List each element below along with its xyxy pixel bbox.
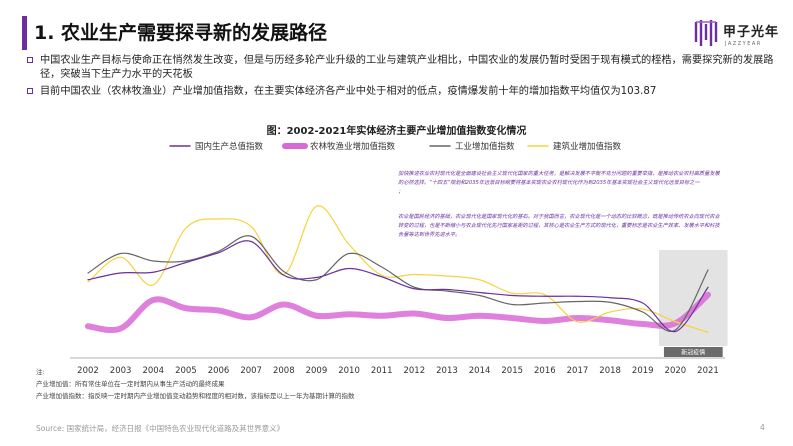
x-tick-label: 2005 <box>175 366 197 376</box>
x-tick-label: 2018 <box>599 366 621 376</box>
annotation-text: 农业是国民经济的基础，农业现代化是国家现代化的基石。对于我国而言，农业现代化是一… <box>398 213 720 220</box>
bullet-item: 中国农业生产目标与使命正在悄然发生改变，但是与历经多轮产业升级的工业与建筑产业相… <box>26 54 778 81</box>
bullet-item: 目前中国农业（农林牧渔业）产业增加值指数，在主要实体经济各产业中处于相对的低点，… <box>26 85 778 99</box>
note-line: 产业增加值：所有常住单位在一定时期内从事生产活动的最终成果 <box>36 380 225 388</box>
annotation-text: 含量等达到世界先进水平。 <box>398 231 460 238</box>
notes-title: 注: <box>36 368 45 376</box>
x-tick-label: 2021 <box>697 366 719 376</box>
legend-label: 国内生产总值指数 <box>195 141 264 152</box>
series-line-3 <box>87 205 709 333</box>
note-line: 产业增加值指数：指反映一定时期内产业增加值变动趋势和程度的相对数，该指标是以上一… <box>36 392 355 400</box>
logo-mark-icon <box>694 20 718 46</box>
annotation-text: ； <box>398 189 403 195</box>
x-tick-label: 2004 <box>142 366 164 376</box>
x-tick-label: 2013 <box>436 366 458 376</box>
title-accent-bar <box>22 16 27 50</box>
x-tick-label: 2002 <box>77 366 99 376</box>
x-tick-label: 2010 <box>338 366 360 376</box>
chart-notes: 注: 产业增加值：所有常住单位在一定时期内从事生产活动的最终成果 产业增加值指数… <box>36 366 355 402</box>
highlight-label-bg <box>663 347 723 357</box>
x-tick-label: 2006 <box>208 366 230 376</box>
brand-logo: 甲子光年 JAZZYEAR <box>694 14 784 58</box>
x-tick-label: 2017 <box>567 366 589 376</box>
page-title: 1. 农业生产需要探寻新的发展路径 <box>34 22 328 44</box>
x-tick-label: 2012 <box>403 366 425 376</box>
bullet-square-icon <box>27 88 33 94</box>
logo-text: 甲子光年 <box>723 25 780 40</box>
page-number: 4 <box>760 423 765 432</box>
legend-label: 建筑业增加值指数 <box>553 141 622 152</box>
highlight-label: 新冠疫情 <box>681 349 705 357</box>
series-line-2 <box>87 235 709 333</box>
bullet-text: 目前中国农业（农林牧渔业）产业增加值指数，在主要实体经济各产业中处于相对的低点，… <box>40 86 657 97</box>
annotation-text: 转变的过程，也是不断缩小与农业现代化先行国家差距的过程，其核心是农业生产方式的现… <box>398 222 720 229</box>
x-tick-label: 2016 <box>534 366 556 376</box>
highlight-box <box>659 250 728 346</box>
legend-label: 农林牧渔业增加值指数 <box>310 141 396 152</box>
x-tick-label: 2003 <box>110 366 132 376</box>
bullet-square-icon <box>27 57 33 63</box>
x-tick-label: 2007 <box>240 366 262 376</box>
x-tick-label: 2009 <box>306 366 328 376</box>
x-tick-label: 2020 <box>665 366 687 376</box>
bullet-text: 中国农业生产目标与使命正在悄然发生改变，但是与历经多轮产业升级的工业与建筑产业相… <box>40 55 774 80</box>
x-tick-label: 2011 <box>371 366 393 376</box>
x-tick-label: 2014 <box>469 366 491 376</box>
x-tick-label: 2019 <box>632 366 654 376</box>
annotation-text: 的必然选择。“十四五”规划和2035年远景目标纲要将基本实现农业农村现代化作为到… <box>398 179 700 186</box>
chart-title: 图：2002-2021年实体经济主要产业增加值指数变化情况 <box>266 126 527 137</box>
legend-label: 工业增加值指数 <box>455 141 515 152</box>
logo-subtext: JAZZYEAR <box>725 41 762 47</box>
bullet-list: 中国农业生产目标与使命正在悄然发生改变，但是与历经多轮产业升级的工业与建筑产业相… <box>26 54 778 103</box>
annotation-text: 加快推进农业农村现代化是全面建设社会主义现代化国家的重大任务，是解决发展不平衡不… <box>398 170 720 177</box>
series-line-0 <box>87 240 709 333</box>
x-tick-label: 2008 <box>273 366 295 376</box>
series-line-1 <box>85 291 711 334</box>
x-tick-label: 2015 <box>501 366 523 376</box>
source-text: Source: 国家统计局，经济日报《中国特色农业现代化道路及其世界意义》 <box>36 424 285 433</box>
